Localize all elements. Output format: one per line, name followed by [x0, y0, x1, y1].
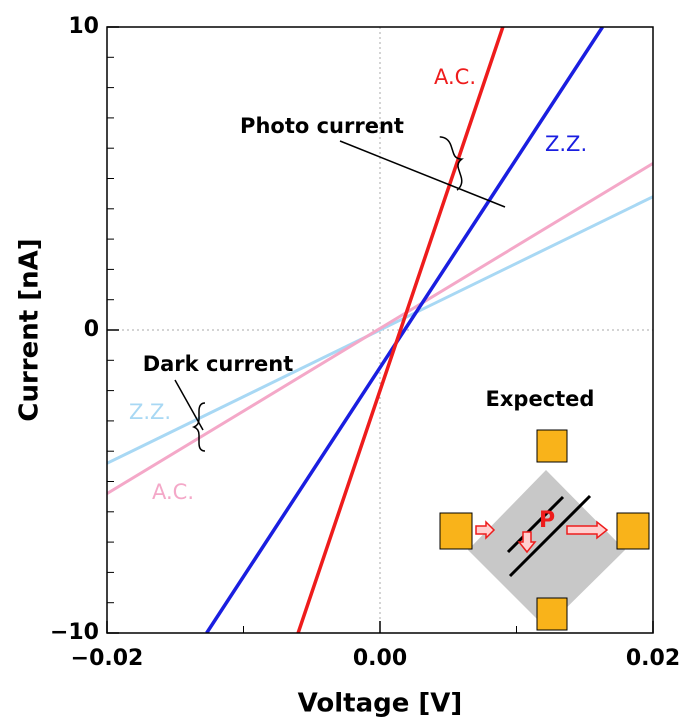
x-tick-label: 0.02 [626, 646, 680, 671]
y-tick-label: 10 [68, 14, 99, 39]
annotation: P [539, 508, 555, 533]
inset-diagram: P [440, 430, 649, 630]
electrode [440, 513, 472, 549]
annotation: Dark current [143, 352, 294, 376]
chart: Photo current Dark current Expected P Vo… [0, 0, 687, 722]
annotation: Expected [486, 387, 595, 411]
x-axis-title: Voltage [V] [298, 689, 463, 719]
brace [194, 403, 205, 451]
x-tick-label: 0.00 [353, 646, 407, 671]
leader-line [340, 141, 505, 207]
y-axis-title: Current [nA] [15, 238, 45, 421]
y-tick-label: −10 [50, 620, 99, 645]
series-label: Z.Z. [129, 400, 171, 424]
series-label: A.C. [152, 480, 194, 504]
x-tick-label: −0.02 [71, 646, 144, 671]
electrode [537, 598, 567, 630]
electrode [617, 513, 649, 549]
electrode [537, 430, 567, 462]
y-tick-label: 0 [84, 317, 99, 342]
annotation: Photo current [240, 114, 404, 138]
series-label: A.C. [434, 65, 476, 89]
series-label: Z.Z. [545, 132, 587, 156]
